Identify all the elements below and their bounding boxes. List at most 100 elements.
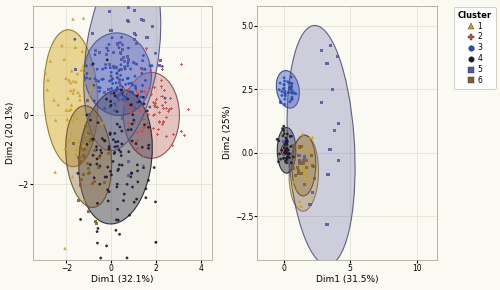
Point xyxy=(120,59,128,64)
Point xyxy=(113,71,121,75)
Point xyxy=(116,125,124,129)
Point xyxy=(121,97,129,102)
Point xyxy=(177,62,185,67)
Point xyxy=(307,176,315,181)
Point xyxy=(303,175,311,180)
Point xyxy=(288,95,296,99)
Point xyxy=(110,151,118,156)
Ellipse shape xyxy=(281,145,286,155)
Point xyxy=(158,103,166,108)
Point xyxy=(82,42,90,47)
Point xyxy=(148,24,156,28)
Point xyxy=(168,106,175,110)
Point xyxy=(112,218,120,222)
Point xyxy=(158,94,166,99)
Point xyxy=(120,94,128,98)
Point xyxy=(126,89,134,94)
Point xyxy=(94,226,102,231)
Point xyxy=(286,85,294,90)
Point xyxy=(284,152,292,156)
Point xyxy=(78,49,86,54)
Point xyxy=(301,153,309,157)
Point xyxy=(281,89,289,94)
Point xyxy=(150,113,158,117)
Point xyxy=(295,154,303,158)
Point xyxy=(120,192,128,196)
Point xyxy=(105,189,113,194)
Point xyxy=(180,133,188,138)
Point xyxy=(276,99,284,104)
Point xyxy=(66,80,74,85)
Point xyxy=(280,86,288,90)
Point xyxy=(284,139,292,144)
Point xyxy=(307,153,315,158)
Point xyxy=(90,175,98,180)
Point xyxy=(110,64,118,69)
Point xyxy=(318,48,326,53)
Point xyxy=(275,139,283,143)
Point xyxy=(145,143,153,147)
Point xyxy=(138,58,146,63)
Point xyxy=(284,148,292,152)
Point xyxy=(132,89,140,93)
Point xyxy=(297,204,305,208)
Point xyxy=(326,147,334,152)
Point xyxy=(116,92,124,97)
Point xyxy=(124,160,132,164)
Point xyxy=(133,138,141,143)
Point xyxy=(295,145,303,149)
Point xyxy=(100,181,108,185)
Point xyxy=(130,61,138,66)
Point xyxy=(164,109,172,113)
Point xyxy=(153,106,161,110)
Point xyxy=(288,88,296,93)
Ellipse shape xyxy=(84,0,161,151)
Point xyxy=(114,168,122,173)
Point xyxy=(98,77,106,82)
Point xyxy=(137,17,145,22)
Point xyxy=(124,58,132,62)
Point xyxy=(296,199,304,204)
Point xyxy=(308,190,316,195)
Point xyxy=(76,97,84,102)
Point xyxy=(170,132,177,137)
Point xyxy=(116,80,124,85)
Point xyxy=(114,218,122,222)
Point xyxy=(100,106,108,111)
Point xyxy=(93,67,101,72)
Point xyxy=(299,165,307,170)
Point xyxy=(70,141,78,146)
Point xyxy=(142,78,150,83)
Point xyxy=(146,131,154,135)
Point xyxy=(80,198,88,203)
Point xyxy=(133,100,141,105)
Point xyxy=(72,79,80,84)
Point xyxy=(106,99,114,104)
Point xyxy=(70,87,78,92)
Point xyxy=(89,153,97,158)
Point xyxy=(118,116,126,120)
Point xyxy=(94,165,102,170)
Point xyxy=(67,107,75,111)
Point xyxy=(90,137,98,142)
Point xyxy=(104,151,112,156)
Point xyxy=(80,63,88,68)
Point xyxy=(94,79,102,84)
Point xyxy=(85,112,93,117)
Point xyxy=(88,83,96,88)
Point xyxy=(286,87,294,91)
Point xyxy=(162,134,170,139)
Point xyxy=(282,161,290,165)
Point xyxy=(52,118,60,123)
Point xyxy=(150,113,158,118)
Point xyxy=(100,77,108,81)
Point xyxy=(124,87,132,92)
Point xyxy=(100,138,108,143)
Point xyxy=(302,166,310,170)
Point xyxy=(92,148,100,152)
Point xyxy=(124,46,132,50)
Point xyxy=(290,166,298,171)
Point xyxy=(114,167,122,171)
Point xyxy=(142,67,150,71)
Point xyxy=(285,142,293,146)
